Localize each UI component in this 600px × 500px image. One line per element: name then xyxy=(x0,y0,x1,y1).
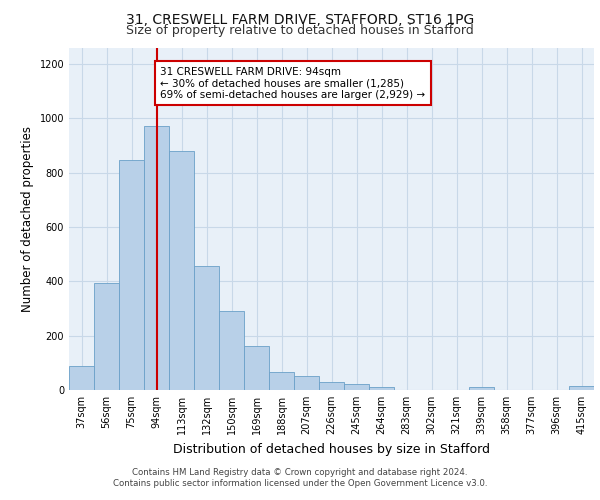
Bar xyxy=(69,366,94,390)
Bar xyxy=(244,346,269,390)
Bar xyxy=(169,151,194,390)
Bar xyxy=(269,372,294,390)
Bar xyxy=(344,384,369,390)
Y-axis label: Number of detached properties: Number of detached properties xyxy=(21,126,34,312)
Bar xyxy=(94,282,119,390)
Text: 31 CRESWELL FARM DRIVE: 94sqm
← 30% of detached houses are smaller (1,285)
69% o: 31 CRESWELL FARM DRIVE: 94sqm ← 30% of d… xyxy=(160,66,425,100)
Bar xyxy=(194,266,219,390)
Text: 31, CRESWELL FARM DRIVE, STAFFORD, ST16 1PG: 31, CRESWELL FARM DRIVE, STAFFORD, ST16 … xyxy=(126,12,474,26)
Bar xyxy=(369,388,394,390)
Bar xyxy=(144,126,169,390)
X-axis label: Distribution of detached houses by size in Stafford: Distribution of detached houses by size … xyxy=(173,442,490,456)
Bar xyxy=(469,388,494,390)
Bar xyxy=(319,382,344,390)
Bar xyxy=(219,311,244,390)
Bar xyxy=(294,376,319,390)
Bar xyxy=(119,160,144,390)
Bar xyxy=(569,386,594,390)
Text: Size of property relative to detached houses in Stafford: Size of property relative to detached ho… xyxy=(126,24,474,37)
Text: Contains HM Land Registry data © Crown copyright and database right 2024.
Contai: Contains HM Land Registry data © Crown c… xyxy=(113,468,487,487)
